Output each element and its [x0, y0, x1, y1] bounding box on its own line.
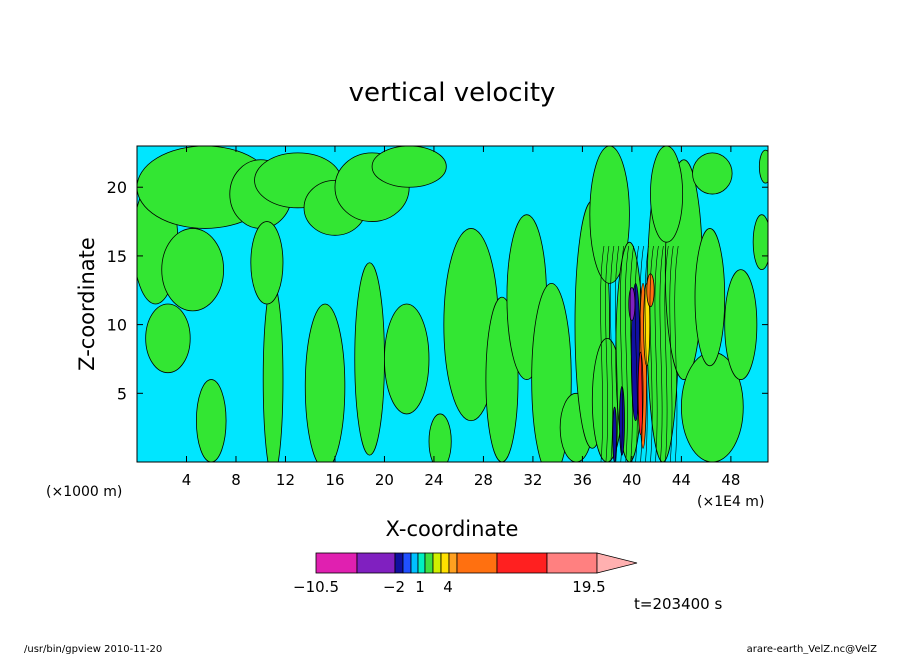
x-tick-label: 36: [573, 471, 592, 489]
contour-line: [610, 245, 615, 462]
x-tick-label: 24: [424, 471, 443, 489]
colorbar-segment: [432, 552, 442, 574]
chart-title: vertical velocity: [349, 78, 556, 108]
contour-region: [650, 146, 684, 243]
x-unit-left: (×1000 m): [46, 484, 122, 500]
x-axis-ticks: 4 8 12 16 20 24 28 32 36 40 44 48: [182, 146, 740, 489]
x-tick-label: 20: [375, 471, 394, 489]
x-tick-label: 28: [474, 471, 493, 489]
x-tick-label: 40: [622, 471, 641, 489]
colorbar-label: 4: [443, 578, 453, 596]
colorbar-segment: [448, 552, 458, 574]
x-tick-label: 32: [523, 471, 542, 489]
core-region: [612, 406, 617, 462]
footer-left: /usr/bin/gpview 2010-11-20: [24, 644, 162, 654]
colorbar-segment: [546, 552, 598, 574]
contour-region: [428, 413, 452, 462]
contour-line: [669, 245, 674, 462]
contour-line: [654, 245, 659, 462]
x-tick-label: 8: [231, 471, 241, 489]
contour-region: [145, 303, 191, 374]
contour-region: [694, 228, 726, 367]
contour-region: [692, 152, 733, 195]
contour-region: [304, 303, 346, 462]
x-tick-label: 48: [721, 471, 740, 489]
core-region: [628, 287, 636, 321]
x-tick-label: 44: [672, 471, 691, 489]
contour-region: [262, 283, 284, 462]
contour-region: [250, 221, 284, 305]
colorbar-label: −10.5: [293, 578, 339, 596]
colorbar-segment: [496, 552, 548, 574]
colorbar-segment: [394, 552, 404, 574]
plot-frame: [136, 145, 769, 463]
y-tick-label: 5: [117, 384, 127, 403]
colorbar-label: 19.5: [572, 578, 605, 596]
colorbar: −10.5 −2 1 4 19.5: [293, 552, 638, 596]
contour-region: [354, 262, 385, 456]
contour-line: [674, 245, 679, 462]
contour-line: [649, 245, 654, 462]
colorbar-segment: [424, 552, 434, 574]
contour-fields: [137, 146, 768, 462]
contour-line: [664, 245, 669, 462]
y-tick-label: 10: [107, 316, 127, 335]
contour-region: [724, 269, 758, 380]
contour-line: [659, 245, 664, 462]
colorbar-segment: [410, 552, 419, 574]
contour-region: [195, 379, 227, 462]
contour-region: [161, 228, 225, 312]
colorbar-arrow: [596, 552, 638, 574]
y-tick-label: 20: [107, 178, 127, 197]
x-unit-right: (×1E4 m): [697, 494, 764, 510]
colorbar-segment: [315, 552, 358, 574]
contour-line: [634, 245, 639, 462]
x-tick-label: 16: [325, 471, 344, 489]
colorbar-segment: [417, 552, 426, 574]
x-tick-label: 4: [182, 471, 192, 489]
contour-line: [600, 245, 605, 462]
contour-line: [615, 245, 620, 462]
colorbar-label: 1: [415, 578, 425, 596]
time-label: t=203400 s: [634, 595, 722, 613]
contour-region: [384, 303, 430, 415]
colorbar-segment: [356, 552, 396, 574]
contour-line: [624, 245, 630, 462]
contour-line: [629, 245, 634, 462]
y-axis-title: Z-coordinate: [75, 237, 99, 371]
x-axis-title: X-coordinate: [386, 517, 519, 541]
x-tick-label: 12: [276, 471, 295, 489]
contour-line: [605, 245, 610, 462]
colorbar-segment: [402, 552, 412, 574]
contour-region: [589, 146, 630, 284]
contour-line: [644, 245, 649, 462]
contour-line: [639, 245, 644, 462]
contour-line: [620, 245, 625, 462]
y-tick-label: 15: [107, 247, 127, 266]
footer-right: arare-earth_VelZ.nc@VelZ: [747, 644, 878, 654]
colorbar-segment: [440, 552, 450, 574]
contour-region: [371, 146, 447, 188]
contour-region: [758, 149, 768, 184]
y-axis-ticks: 5 10 15 20: [107, 178, 768, 403]
colorbar-segment: [456, 552, 498, 574]
colorbar-label: −2: [383, 578, 405, 596]
